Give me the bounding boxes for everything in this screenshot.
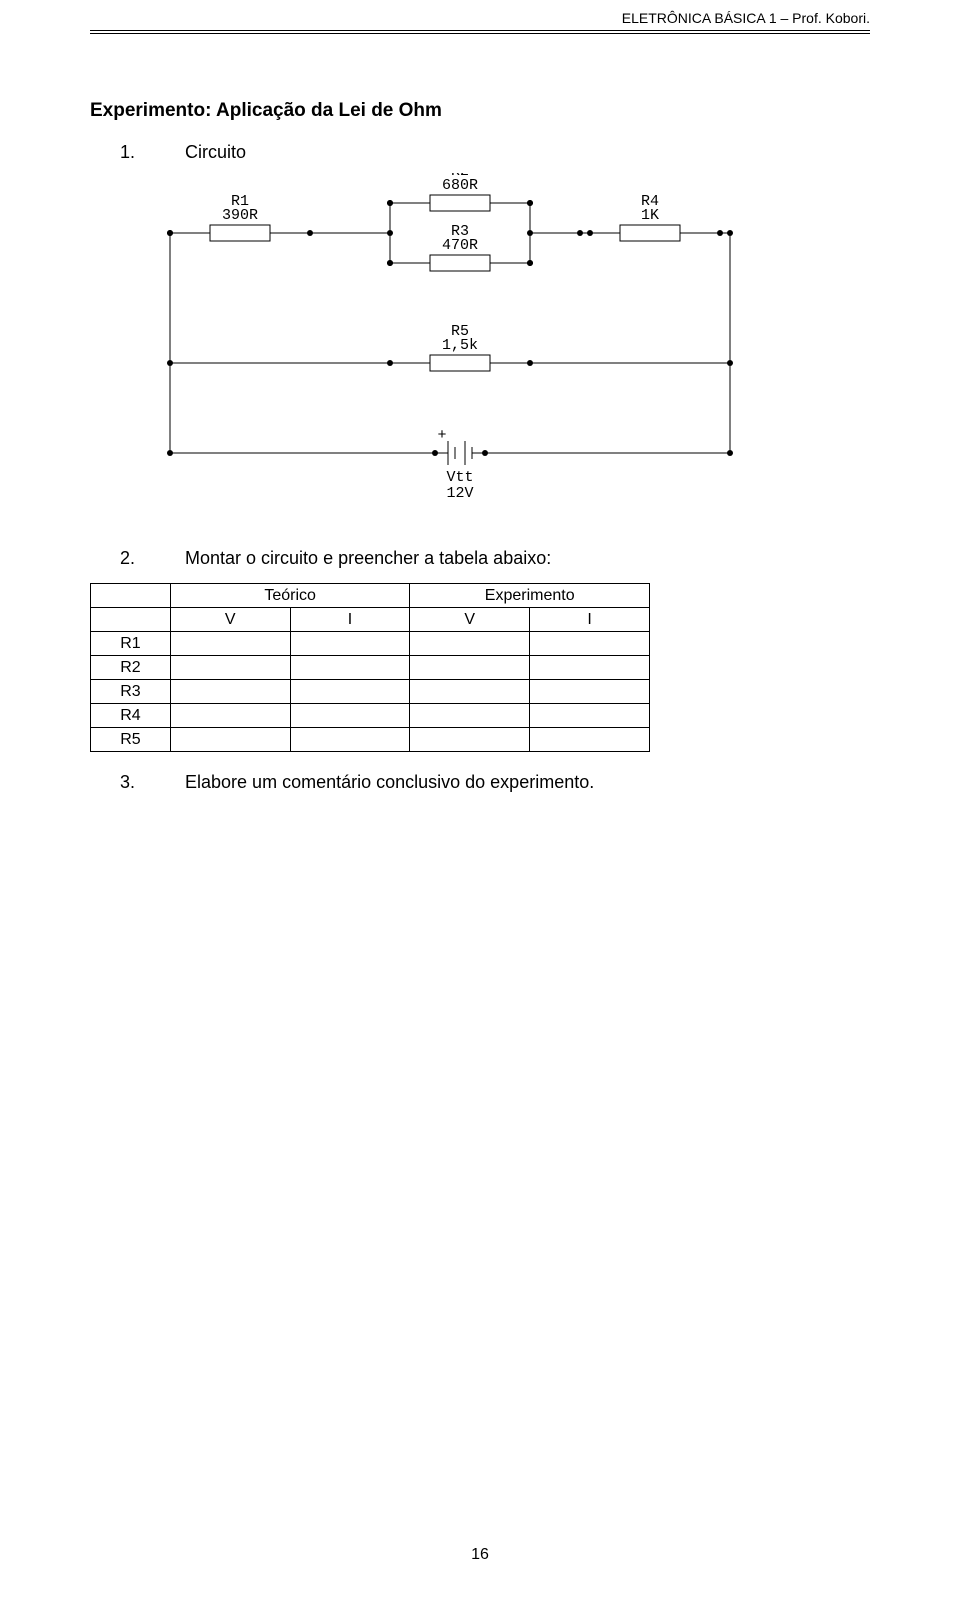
- table-row-label: R3: [91, 680, 171, 704]
- svg-text:470R: 470R: [442, 237, 478, 254]
- item-1-prefix: 1.: [120, 142, 180, 163]
- table-cell: [170, 728, 290, 752]
- table-row: R1: [91, 632, 650, 656]
- experiment-title: Experimento: Aplicação da Lei de Ohm: [90, 100, 870, 122]
- table-cell: [170, 656, 290, 680]
- table-cell: [530, 704, 650, 728]
- results-table: TeóricoExperimentoVIVIR1R2R3R4R5: [90, 583, 650, 752]
- table-row: R2: [91, 656, 650, 680]
- table-subheader: V: [410, 608, 530, 632]
- table-cell: [410, 728, 530, 752]
- svg-text:390R: 390R: [222, 207, 258, 224]
- svg-text:+: +: [437, 427, 446, 444]
- table-cell: [410, 680, 530, 704]
- table-corner-cell: [91, 584, 171, 608]
- svg-text:1K: 1K: [641, 207, 659, 224]
- table-subheader: [91, 608, 171, 632]
- item-3-text: Elabore um comentário conclusivo do expe…: [185, 772, 594, 792]
- table-cell: [290, 728, 410, 752]
- table-subheader: I: [530, 608, 650, 632]
- table-subheader: I: [290, 608, 410, 632]
- table-cell: [290, 680, 410, 704]
- page-header-text: ELETRÔNICA BÁSICA 1 – Prof. Kobori.: [622, 10, 870, 26]
- table-row-label: R5: [91, 728, 171, 752]
- table-header-experimento: Experimento: [410, 584, 650, 608]
- table-cell: [170, 680, 290, 704]
- header-rule-2: [90, 33, 870, 34]
- table-cell: [530, 632, 650, 656]
- table-cell: [290, 704, 410, 728]
- item-2-text: Montar o circuito e preencher a tabela a…: [185, 548, 551, 568]
- item-2-prefix: 2.: [120, 548, 180, 569]
- item-1: 1. Circuito: [90, 142, 870, 163]
- circuit-svg: R1390RR2680RR3470RR41KR51,5k+Vtt12V: [90, 173, 870, 513]
- table-cell: [410, 656, 530, 680]
- table-row: R5: [91, 728, 650, 752]
- table-cell: [530, 728, 650, 752]
- svg-text:Vtt: Vtt: [446, 469, 473, 486]
- table-cell: [530, 656, 650, 680]
- table-cell: [170, 632, 290, 656]
- table-row-label: R2: [91, 656, 171, 680]
- table-subheader: V: [170, 608, 290, 632]
- table-header-teorico: Teórico: [170, 584, 410, 608]
- table-cell: [170, 704, 290, 728]
- page-content: Experimento: Aplicação da Lei de Ohm 1. …: [90, 100, 870, 803]
- page-number: 16: [0, 1546, 960, 1564]
- table-cell: [530, 680, 650, 704]
- svg-text:680R: 680R: [442, 177, 478, 194]
- table-cell: [290, 656, 410, 680]
- circuit-diagram: R1390RR2680RR3470RR41KR51,5k+Vtt12V: [90, 173, 870, 518]
- svg-text:12V: 12V: [446, 485, 473, 502]
- item-1-label: Circuito: [185, 142, 246, 162]
- header-rule-1: [90, 30, 870, 31]
- table-row: R4: [91, 704, 650, 728]
- table-cell: [290, 632, 410, 656]
- item-3: 3. Elabore um comentário conclusivo do e…: [90, 772, 870, 793]
- item-3-prefix: 3.: [120, 772, 180, 793]
- svg-text:1,5k: 1,5k: [442, 337, 478, 354]
- table-row: R3: [91, 680, 650, 704]
- table-row-label: R1: [91, 632, 171, 656]
- item-2: 2. Montar o circuito e preencher a tabel…: [90, 548, 870, 569]
- table-cell: [410, 632, 530, 656]
- table-cell: [410, 704, 530, 728]
- table-row-label: R4: [91, 704, 171, 728]
